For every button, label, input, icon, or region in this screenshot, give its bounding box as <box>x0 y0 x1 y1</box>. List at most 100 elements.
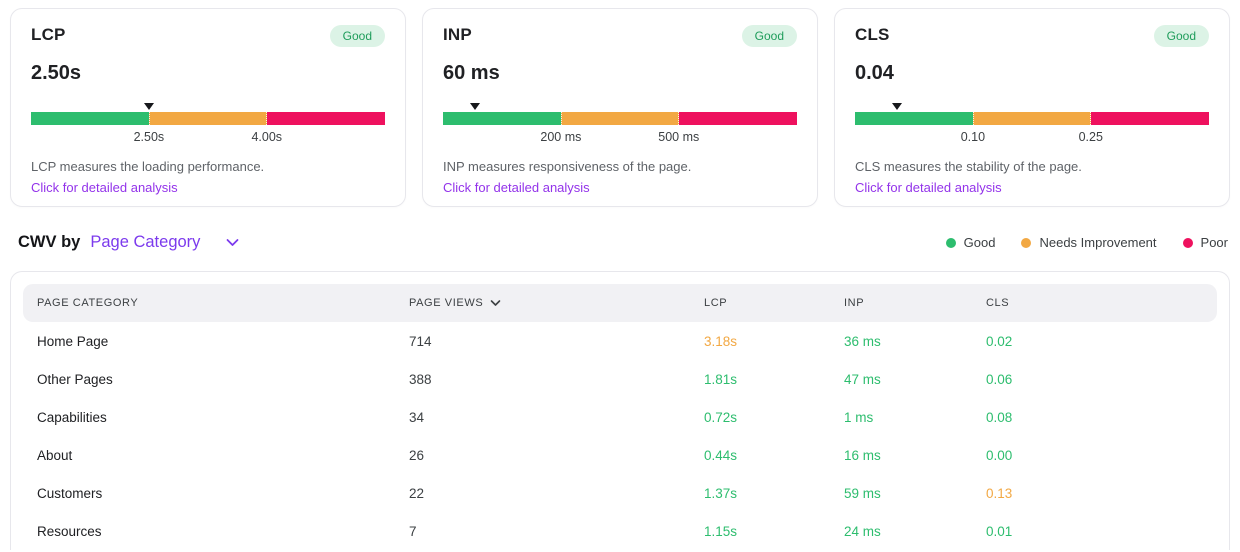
lcp-cell: 1.81s <box>704 371 738 387</box>
threshold-label-1: 0.10 <box>960 130 986 145</box>
status-badge: Good <box>329 25 385 48</box>
section-bar: CWV by Page Category Good Needs Improvem… <box>18 233 1228 252</box>
metric-value: 0.04 <box>855 62 894 85</box>
cls-cell: 0.00 <box>986 447 1013 463</box>
metric-card-inp: INP Good 60 ms 200 ms 500 ms INP measure… <box>422 8 818 207</box>
inp-cell: 1 ms <box>844 409 874 425</box>
metric-title-cls: CLS <box>855 25 890 44</box>
status-badge: Good <box>741 25 797 48</box>
metric-title-inp: INP <box>443 25 472 44</box>
legend-label: Good <box>963 235 996 250</box>
status-legend: Good Needs Improvement Poor <box>945 235 1228 250</box>
page-views-cell: 34 <box>409 409 425 425</box>
column-header-cls: CLS <box>986 297 1010 309</box>
lcp-cell: 3.18s <box>704 333 738 349</box>
cls-cell: 0.08 <box>986 409 1013 425</box>
table-header-row: PAGE CATEGORY PAGE VIEWS LCP INP CLS <box>23 284 1217 322</box>
cwv-table: PAGE CATEGORY PAGE VIEWS LCP INP CLS Hom… <box>10 271 1230 550</box>
inp-cell: 16 ms <box>844 447 881 463</box>
inp-cell: 59 ms <box>844 485 881 501</box>
metric-card-lcp: LCP Good 2.50s 2.50s 4.00s LCP measures … <box>10 8 406 207</box>
legend-item-needs-improvement: Needs Improvement <box>1021 235 1157 250</box>
poor-dot-icon <box>1182 237 1193 248</box>
threshold-label-1: 200 ms <box>540 130 582 145</box>
lcp-cell: 1.15s <box>704 523 738 539</box>
metric-card-cls: CLS Good 0.04 0.10 0.25 CLS measures the… <box>834 8 1230 207</box>
detailed-analysis-link[interactable]: Click for detailed analysis <box>443 180 590 196</box>
detailed-analysis-link[interactable]: Click for detailed analysis <box>31 180 178 196</box>
threshold-gauge: 200 ms 500 ms <box>443 103 797 148</box>
page-category-cell: Customers <box>37 485 103 501</box>
section-title: CWV by <box>18 233 81 251</box>
cls-cell: 0.06 <box>986 371 1013 387</box>
page-category-cell: Other Pages <box>37 371 113 387</box>
dimension-selector-value[interactable]: Page Category <box>90 233 201 251</box>
cls-cell: 0.01 <box>986 523 1013 539</box>
page-views-cell: 7 <box>409 523 417 539</box>
gauge-segment-poor <box>266 112 385 126</box>
gauge-segment-poor <box>678 112 797 126</box>
page-views-cell: 22 <box>409 485 425 501</box>
table-row: Other Pages 388 1.81s 47 ms 0.06 <box>23 360 1217 398</box>
table-row: Resources 7 1.15s 24 ms 0.01 <box>23 512 1217 550</box>
gauge-segment-needs-improvement <box>560 112 679 126</box>
inp-cell: 47 ms <box>844 371 881 387</box>
lcp-cell: 0.44s <box>704 447 738 463</box>
cls-cell: 0.02 <box>986 333 1013 349</box>
page-category-cell: Resources <box>37 523 102 539</box>
gauge-segment-needs-improvement <box>972 112 1091 126</box>
page-views-cell: 26 <box>409 447 425 463</box>
table-row: Capabilities 34 0.72s 1 ms 0.08 <box>23 398 1217 436</box>
inp-cell: 36 ms <box>844 333 881 349</box>
threshold-gauge: 2.50s 4.00s <box>31 103 385 148</box>
page-category-cell: Home Page <box>37 333 109 349</box>
table-row: Home Page 714 3.18s 36 ms 0.02 <box>23 322 1217 360</box>
gauge-segment-needs-improvement <box>148 112 267 126</box>
page-category-cell: About <box>37 447 73 463</box>
table-row: About 26 0.44s 16 ms 0.00 <box>23 436 1217 474</box>
status-badge: Good <box>1153 25 1209 48</box>
table-row: Customers 22 1.37s 59 ms 0.13 <box>23 474 1217 512</box>
gauge-segment-poor <box>1090 112 1209 126</box>
legend-item-good: Good <box>945 235 996 250</box>
good-dot-icon <box>945 237 956 248</box>
gauge-marker-icon <box>469 103 480 111</box>
detailed-analysis-link[interactable]: Click for detailed analysis <box>855 180 1002 196</box>
lcp-cell: 0.72s <box>704 409 738 425</box>
needs-improvement-dot-icon <box>1021 237 1032 248</box>
threshold-label-2: 500 ms <box>658 130 700 145</box>
column-header-page-category: PAGE CATEGORY <box>37 297 139 309</box>
threshold-label-2: 0.25 <box>1078 130 1103 145</box>
gauge-segment-good <box>855 112 973 126</box>
metric-value: 60 ms <box>443 62 500 85</box>
gauge-marker-icon <box>892 103 903 111</box>
sort-chevron-down-icon[interactable] <box>490 299 501 307</box>
chevron-down-icon <box>227 239 239 246</box>
legend-label: Needs Improvement <box>1039 235 1157 250</box>
column-header-lcp: LCP <box>704 297 728 309</box>
metric-description: INP measures responsiveness of the page. <box>443 159 692 175</box>
gauge-segment-good <box>443 112 561 126</box>
page-views-cell: 714 <box>409 333 432 349</box>
threshold-gauge: 0.10 0.25 <box>855 103 1209 148</box>
page-views-cell: 388 <box>409 371 432 387</box>
lcp-cell: 1.37s <box>704 485 738 501</box>
gauge-marker-icon <box>143 103 154 111</box>
metric-cards: LCP Good 2.50s 2.50s 4.00s LCP measures … <box>10 8 1230 207</box>
page-category-cell: Capabilities <box>37 409 107 425</box>
metric-value: 2.50s <box>31 62 82 85</box>
cls-cell: 0.13 <box>986 485 1013 501</box>
dimension-selector[interactable]: Page Category <box>90 233 239 252</box>
column-header-inp: INP <box>844 297 865 309</box>
gauge-segment-good <box>31 112 149 126</box>
metric-description: CLS measures the stability of the page. <box>855 159 1082 175</box>
legend-label: Poor <box>1200 235 1228 250</box>
threshold-label-2: 4.00s <box>251 130 283 145</box>
metric-description: LCP measures the loading performance. <box>31 159 265 175</box>
legend-item-poor: Poor <box>1182 235 1228 250</box>
threshold-label-1: 2.50s <box>133 130 165 145</box>
metric-title-lcp: LCP <box>31 25 66 44</box>
column-header-page-views[interactable]: PAGE VIEWS <box>395 297 690 309</box>
inp-cell: 24 ms <box>844 523 881 539</box>
